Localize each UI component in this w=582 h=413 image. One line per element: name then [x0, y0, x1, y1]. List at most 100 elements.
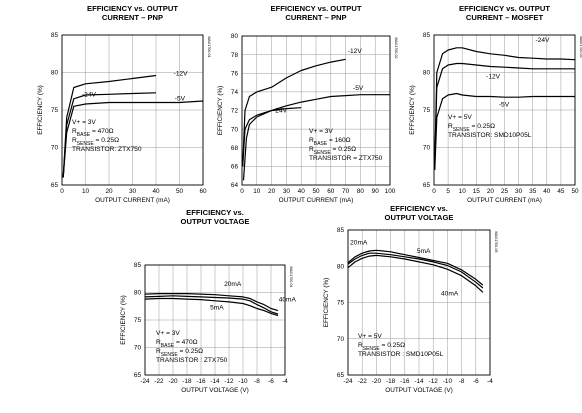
annotation-line: TRANSISTOR = ZTX750 [309, 155, 383, 162]
annotation-line: RSENSE = 0.25Ω [358, 342, 405, 352]
series-label: -12V [486, 74, 501, 81]
x-tick-label: 35 [529, 188, 537, 195]
series-label: -12V [174, 71, 189, 78]
series-line-20mA [144, 293, 279, 312]
x-tick-label: 80 [357, 188, 365, 195]
x-tick-label: -16 [400, 378, 410, 385]
x-tick-label: 0 [60, 188, 64, 195]
y-tick-label: 75 [134, 317, 142, 324]
x-tick-label: -4 [282, 378, 288, 385]
series-label: -12V [348, 48, 363, 55]
y-tick-label: 80 [134, 290, 142, 297]
x-tick-label: 90 [372, 188, 380, 195]
y-tick-label: 75 [337, 300, 345, 307]
x-tick-label: 10 [82, 188, 90, 195]
x-tick-label: 50 [571, 188, 579, 195]
chart-title: EFFICIENCY vs. [390, 204, 448, 213]
series-label: -5V [353, 85, 364, 92]
chart-title: EFFICIENCY vs. OUTPUT [87, 4, 178, 13]
figure-code-label: MAX1700-01 [207, 37, 211, 58]
chart-title: EFFICIENCY vs. [186, 208, 244, 217]
chart-title: CURRENT – PNP [102, 13, 163, 22]
series-line-40mA [144, 295, 279, 315]
series-line-5mA [347, 249, 484, 286]
x-tick-label: 50 [176, 188, 184, 195]
annotation-line: V+ = 5V [358, 333, 382, 340]
x-tick-label: 30 [129, 188, 137, 195]
annotation-line: TRANSISTOR : SMD10P05L [358, 351, 444, 358]
x-tick-label: -8 [459, 378, 465, 385]
y-tick-label: 75 [51, 107, 59, 114]
x-tick-label: 0 [432, 188, 436, 195]
y-axis-label: EFFICIENCY (%) [120, 295, 127, 345]
chart-panel: EFFICIENCY vs.OUTPUT VOLTAGE -24 -22 -20 -18… [120, 208, 297, 394]
annotation-line: V+ = 3V [156, 330, 180, 337]
y-tick-label: 75 [423, 107, 431, 114]
annotation-line: RSENSE = 0.25Ω [448, 123, 495, 133]
series-label: -5V [175, 95, 186, 102]
series-line-24V [242, 107, 302, 167]
x-tick-label: -8 [254, 378, 260, 385]
figure-code-label: MAX1700-05 [494, 232, 498, 253]
chart-title: EFFICIENCY vs. OUTPUT [459, 4, 550, 13]
annotation-line: RBASE = 160Ω [309, 137, 351, 147]
y-tick-label: 70 [423, 145, 431, 152]
x-tick-label: 70 [342, 188, 350, 195]
plot-frame [241, 35, 391, 186]
plot-frame [433, 34, 576, 186]
annotation-line: TRANSISTOR: ZTX750 [72, 146, 142, 153]
y-tick-label: 80 [231, 33, 239, 40]
y-tick-label: 80 [337, 263, 345, 270]
series-label: -24V [82, 92, 97, 99]
x-tick-label: 40 [152, 188, 160, 195]
y-tick-label: 85 [423, 32, 431, 39]
chart-title: EFFICIENCY vs. OUTPUT [271, 4, 362, 13]
annotation-line: V+ = 5V [448, 114, 472, 121]
y-tick-label: 85 [134, 262, 142, 269]
x-tick-label: 40 [298, 188, 306, 195]
figure-code-label: MAX1700-04 [289, 267, 293, 288]
x-tick-label: -14 [414, 378, 424, 385]
chart-panel: EFFICIENCY vs.OUTPUT VOLTAGE -24 -22 -20 -18… [323, 204, 498, 394]
x-tick-label: 45 [557, 188, 565, 195]
x-tick-label: 10 [253, 188, 261, 195]
series-line-24V [62, 92, 157, 178]
annotation-line: RSENSE = 0.25Ω [156, 348, 203, 358]
x-tick-label: 15 [473, 188, 481, 195]
y-tick-label: 76 [231, 70, 239, 77]
x-tick-label: -24 [140, 378, 150, 385]
annotation-line: TRANSISTOR : ZTX750 [156, 357, 228, 364]
x-tick-label: -22 [358, 378, 368, 385]
y-tick-label: 65 [423, 182, 431, 189]
x-axis-label: OUTPUT CURRENT (mA) [95, 197, 170, 204]
x-tick-label: -4 [487, 378, 493, 385]
x-tick-label: 10 [459, 188, 467, 195]
series-label: 5mA [417, 248, 431, 255]
y-tick-label: 66 [231, 164, 239, 171]
series-line-5V [242, 94, 390, 181]
y-tick-label: 80 [423, 70, 431, 77]
y-tick-label: 70 [337, 336, 345, 343]
chart-title: CURRENT – PNP [285, 13, 346, 22]
series-line-5V [62, 100, 204, 178]
x-tick-label: -22 [154, 378, 164, 385]
x-tick-label: -20 [168, 378, 178, 385]
plot-frame [144, 264, 286, 376]
x-tick-label: -18 [182, 378, 192, 385]
series-label: 5mA [210, 305, 224, 312]
x-tick-label: 5 [446, 188, 450, 195]
x-tick-label: 25 [501, 188, 509, 195]
annotation-line: RSENSE = 0.25Ω [72, 137, 119, 147]
x-tick-label: -20 [372, 378, 382, 385]
series-line-24V [434, 47, 576, 163]
series-label: 40mA [279, 296, 297, 303]
y-tick-label: 70 [51, 145, 59, 152]
annotation-line: TRANSISTOR: SMD10P05L [448, 132, 532, 139]
y-tick-label: 64 [231, 182, 239, 189]
series-line-20mA [347, 252, 484, 289]
series-line-40mA [347, 254, 484, 293]
x-axis-label: OUTPUT VOLTAGE (V) [181, 387, 248, 394]
